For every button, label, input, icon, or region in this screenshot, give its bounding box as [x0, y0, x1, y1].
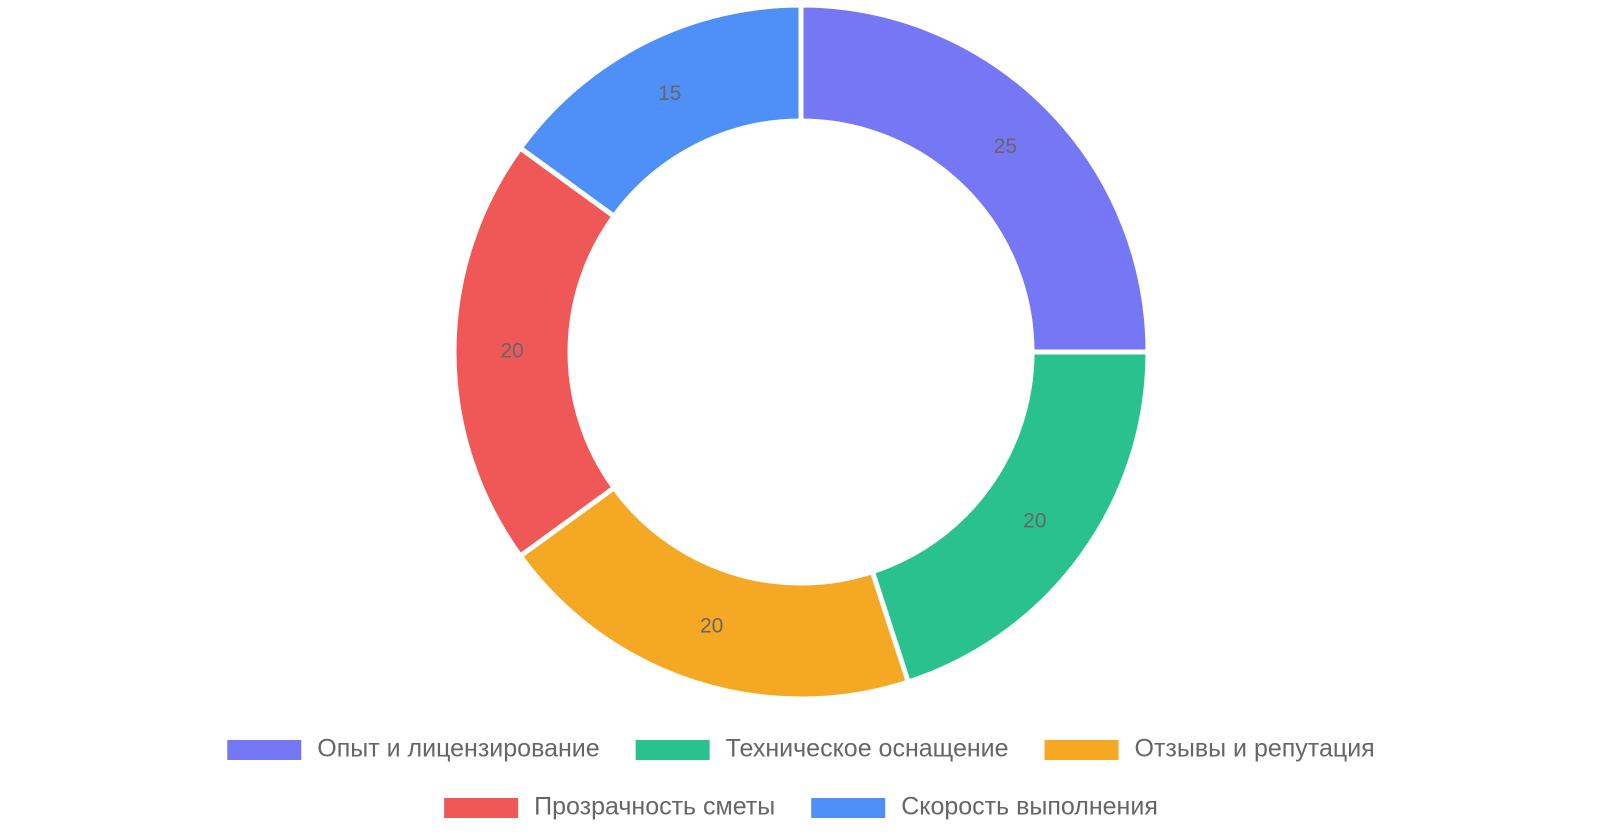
- legend-swatch: [635, 740, 710, 760]
- legend-row: Опыт и лицензирование Техническое оснащен…: [227, 735, 1375, 763]
- legend-label: Опыт и лицензирование: [317, 735, 599, 763]
- legend-label: Техническое оснащение: [726, 735, 1009, 763]
- data-label: 20: [700, 614, 723, 637]
- legend-label: Отзывы и репутация: [1135, 735, 1375, 763]
- data-label: 20: [1023, 509, 1046, 532]
- legend-label: Прозрачность сметы: [534, 793, 775, 821]
- donut-segment: [516, 2, 804, 220]
- donut-segment: [516, 484, 912, 702]
- donut-segment: [451, 144, 618, 560]
- donut-segment: [869, 349, 1151, 686]
- legend-swatch: [227, 740, 302, 760]
- data-label: 15: [658, 82, 681, 105]
- legend-swatch: [811, 798, 886, 818]
- legend-label: Скорость выполнения: [901, 793, 1158, 821]
- legend-swatch: [444, 798, 519, 818]
- legend-row: Прозрачность сметы Скорость выполнения: [444, 793, 1158, 821]
- legend-swatch: [1044, 740, 1119, 760]
- data-label: 20: [500, 340, 523, 363]
- data-label: 25: [994, 135, 1017, 158]
- donut-segment: [798, 2, 1151, 355]
